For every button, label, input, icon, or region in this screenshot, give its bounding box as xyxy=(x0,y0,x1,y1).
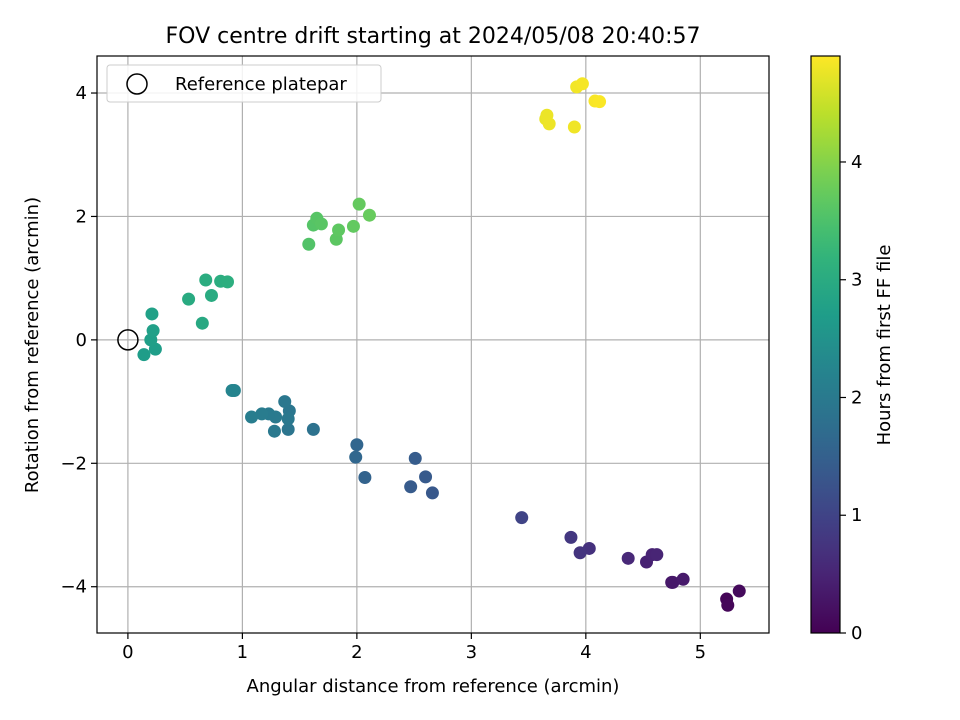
data-point xyxy=(204,288,218,302)
data-point xyxy=(195,316,209,330)
data-point xyxy=(245,410,259,424)
data-point xyxy=(408,451,422,465)
data-point xyxy=(302,237,316,251)
data-point xyxy=(573,546,587,560)
data-point xyxy=(225,383,239,397)
colorbar-frame xyxy=(810,55,841,634)
data-point xyxy=(567,120,581,134)
reference-platepar-marker xyxy=(117,329,139,351)
y-tick-label: 2 xyxy=(76,206,87,227)
data-point xyxy=(404,480,418,494)
data-point xyxy=(182,292,196,306)
data-point xyxy=(281,422,295,436)
data-point xyxy=(349,450,363,464)
data-point xyxy=(621,551,635,565)
data-point xyxy=(281,412,295,426)
data-point xyxy=(676,572,690,586)
colorbar-tick-label: 3 xyxy=(851,270,862,291)
data-point xyxy=(146,324,160,338)
data-point xyxy=(721,598,735,612)
x-tick-label: 1 xyxy=(237,642,248,663)
colorbar-gradient xyxy=(811,56,840,633)
colorbar-tick-label: 0 xyxy=(851,623,862,644)
chart-title: FOV centre drift starting at 2024/05/08 … xyxy=(166,24,701,49)
data-points xyxy=(117,77,746,612)
data-point xyxy=(145,307,159,321)
grid-lines xyxy=(97,56,769,633)
legend-box xyxy=(106,64,382,103)
data-point xyxy=(666,575,680,589)
colorbar-tick-label: 1 xyxy=(851,505,862,526)
data-point xyxy=(255,407,269,421)
y-axis-ticks: −4 −2 0 2 4 xyxy=(60,83,97,598)
x-axis-ticks: 0 1 2 3 4 5 xyxy=(122,633,706,663)
y-tick-label: 4 xyxy=(76,83,87,104)
data-point xyxy=(564,530,578,544)
data-point xyxy=(358,470,372,484)
data-point xyxy=(593,95,607,109)
legend: Reference platepar xyxy=(106,64,382,103)
x-tick-label: 5 xyxy=(695,642,706,663)
colorbar-label: Hours from first FF file xyxy=(874,245,895,446)
data-point xyxy=(650,548,664,562)
data-point xyxy=(267,424,281,438)
x-tick-label: 2 xyxy=(351,642,362,663)
data-point xyxy=(199,273,213,287)
data-point xyxy=(362,208,376,222)
data-point xyxy=(515,511,529,525)
legend-reference-marker xyxy=(126,73,148,95)
data-point xyxy=(419,470,433,484)
colorbar-tick-label: 2 xyxy=(851,387,862,408)
data-point xyxy=(352,197,366,211)
data-point xyxy=(306,422,320,436)
x-tick-label: 0 xyxy=(122,642,133,663)
x-tick-label: 3 xyxy=(466,642,477,663)
colorbar-ticks: 0 1 2 3 4 xyxy=(840,152,862,644)
data-point xyxy=(542,117,556,131)
data-point xyxy=(346,219,360,233)
data-point xyxy=(221,275,235,289)
plot-frame xyxy=(96,55,770,634)
data-point xyxy=(278,395,292,409)
colorbar-tick-label: 4 xyxy=(851,152,862,173)
y-tick-label: −4 xyxy=(60,577,87,598)
data-point xyxy=(332,223,346,237)
data-point xyxy=(575,77,589,91)
data-point xyxy=(732,584,746,598)
y-tick-label: 0 xyxy=(76,330,87,351)
data-point xyxy=(137,348,151,362)
data-point xyxy=(350,438,364,452)
legend-label: Reference platepar xyxy=(175,74,347,95)
x-axis-label: Angular distance from reference (arcmin) xyxy=(247,676,620,697)
y-axis-label: Rotation from reference (arcmin) xyxy=(22,197,43,493)
y-tick-label: −2 xyxy=(60,453,87,474)
data-point xyxy=(425,486,439,500)
colorbar: 0 1 2 3 4 Hours from first FF file xyxy=(810,55,895,644)
data-point xyxy=(314,217,328,231)
x-tick-label: 4 xyxy=(580,642,591,663)
